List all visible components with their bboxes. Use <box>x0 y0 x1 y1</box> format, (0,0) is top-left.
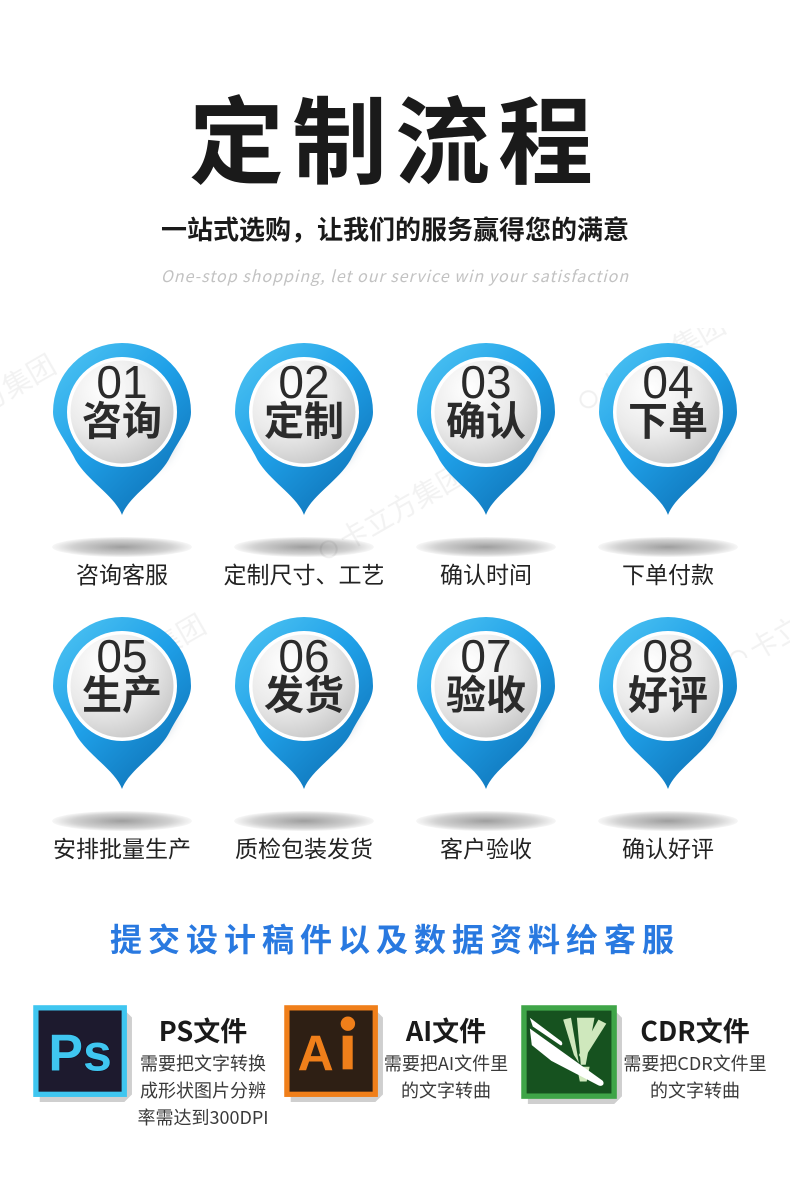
svg-text:A: A <box>298 1025 334 1081</box>
